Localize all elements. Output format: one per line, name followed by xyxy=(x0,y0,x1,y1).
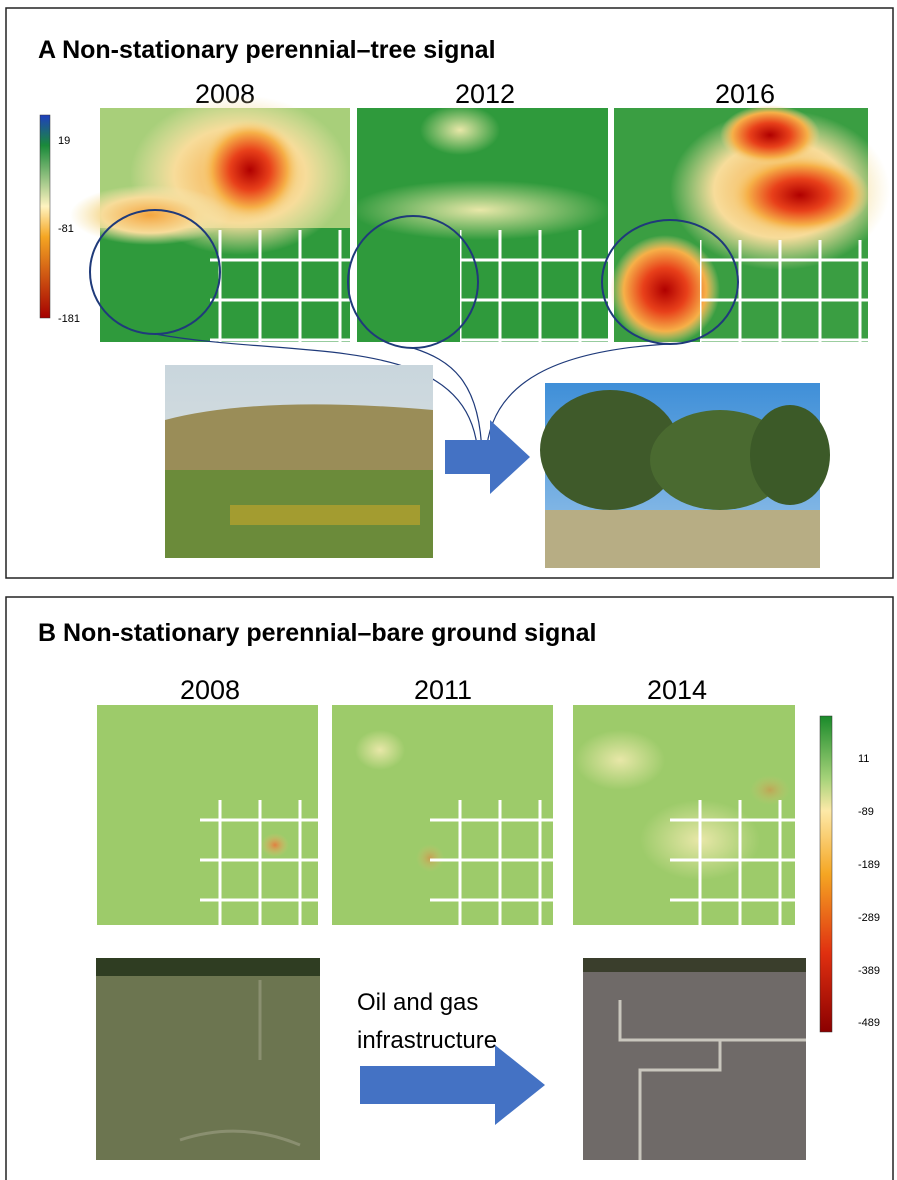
map-2012 xyxy=(350,105,610,342)
photo-trees xyxy=(540,383,830,568)
colorbar-tick: -89 xyxy=(858,806,874,818)
panel-title: A Non-stationary perennial–tree signal xyxy=(38,36,496,64)
colorbar-tick: 19 xyxy=(58,135,70,147)
year-label: 2016 xyxy=(715,79,775,109)
arrow-label: infrastructure xyxy=(357,1027,497,1054)
arrow xyxy=(445,420,530,494)
aerial-2008 xyxy=(96,958,320,1160)
colorbar-tick: -389 xyxy=(858,965,880,977)
year-label: 2012 xyxy=(455,79,515,109)
year-label: 2008 xyxy=(180,675,240,705)
map-b-2011 xyxy=(332,705,553,925)
photo-grassland xyxy=(165,365,433,558)
colorbar-tick: -289 xyxy=(858,912,880,924)
year-label: 2011 xyxy=(414,675,472,705)
colorbar-tick: 11 xyxy=(858,753,869,765)
year-label: 2014 xyxy=(647,675,707,705)
map-b-2008 xyxy=(97,705,318,925)
colorbar xyxy=(40,115,50,318)
colorbar xyxy=(820,716,832,1032)
arrow-label: Oil and gas xyxy=(357,989,478,1016)
figure: A Non-stationary perennial–tree signal 2… xyxy=(0,0,897,1180)
colorbar-tick: -489 xyxy=(858,1017,880,1029)
map-b-2014 xyxy=(573,705,795,925)
aerial-2014 xyxy=(583,958,806,1160)
colorbar-tick: -189 xyxy=(858,859,880,871)
colorbar-tick: -81 xyxy=(58,223,74,235)
arrow xyxy=(360,1045,545,1125)
panel-title: B Non-stationary perennial–bare ground s… xyxy=(38,619,596,647)
colorbar-tick: -181 xyxy=(58,313,80,325)
map-2016 xyxy=(610,105,890,345)
